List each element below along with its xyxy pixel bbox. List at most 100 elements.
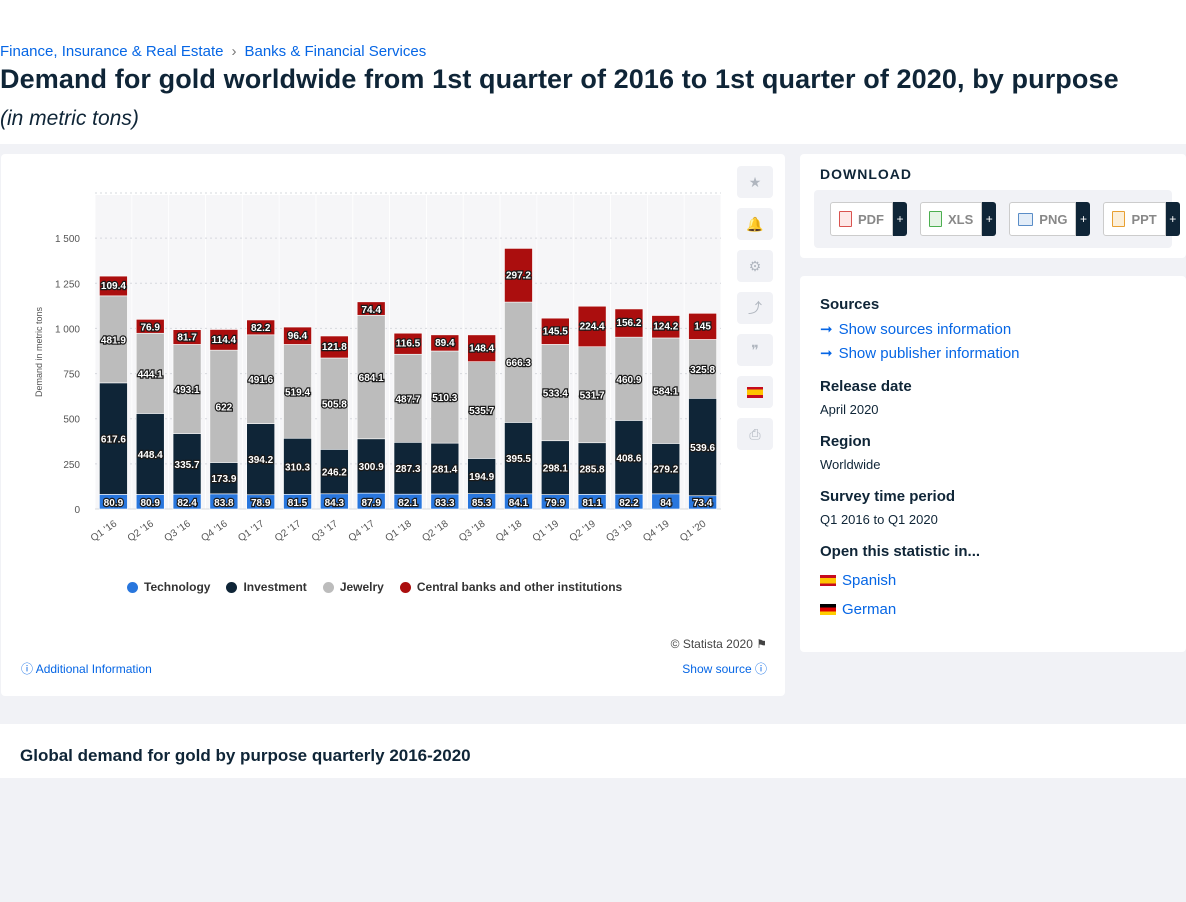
- y-tick-label: 1 500: [55, 234, 80, 245]
- bar-jewelry: [540, 344, 570, 442]
- bar-jewelry: [577, 346, 607, 444]
- download-png-button[interactable]: PNG +: [1009, 202, 1091, 236]
- data-label: 85.3: [472, 498, 492, 509]
- breadcrumb-item-banks[interactable]: Banks & Financial Services: [244, 43, 427, 60]
- legend-label: Technology: [144, 580, 211, 594]
- data-label: 80.9: [141, 498, 161, 509]
- bar-jewelry: [283, 344, 312, 439]
- data-label: 684.1: [359, 373, 384, 384]
- cite-quote-icon[interactable]: ❞: [737, 334, 773, 366]
- data-label: 408.6: [616, 453, 641, 464]
- legend-label: Jewelry: [339, 580, 384, 594]
- page-subtitle: (in metric tons): [0, 107, 139, 130]
- data-label: 82.2: [251, 323, 271, 334]
- download-xls-button[interactable]: XLS +: [920, 202, 997, 236]
- spanish-label: Spanish: [842, 572, 897, 589]
- xls-plus[interactable]: +: [982, 202, 997, 236]
- y-tick-label: 1 250: [55, 279, 80, 290]
- x-tick-label: Q2 '17: [273, 518, 304, 544]
- x-tick-label: Q1 '18: [384, 518, 415, 544]
- data-label: 281.4: [432, 465, 457, 476]
- bar-central: [172, 329, 202, 345]
- x-tick-label: Q1 '19: [531, 518, 562, 544]
- data-label: 279.2: [653, 465, 678, 476]
- xls-label: XLS: [948, 211, 974, 227]
- legend-item[interactable]: Central banks and other institutions: [399, 580, 622, 594]
- bar-investment: [577, 442, 607, 495]
- region-value: Worldwide: [820, 457, 881, 472]
- spanish-flag-icon[interactable]: [737, 376, 773, 408]
- data-label: 395.5: [506, 454, 531, 465]
- x-tick-label: Q2 '19: [568, 518, 599, 544]
- share-icon[interactable]: ⤴: [737, 292, 773, 324]
- legend-label: Investment: [243, 580, 307, 594]
- data-label: 145.5: [543, 326, 568, 337]
- notification-bell-icon[interactable]: 🔔: [737, 208, 773, 240]
- bar-investment: [320, 449, 349, 495]
- download-pdf-button[interactable]: PDF +: [830, 202, 907, 236]
- bar-investment: [209, 462, 239, 495]
- related-statistic-title[interactable]: Global demand for gold by purpose quarte…: [20, 746, 471, 765]
- bar-central: [283, 326, 312, 345]
- data-label: 80.9: [104, 498, 124, 509]
- bar-investment: [356, 438, 386, 494]
- show-source-label: Show source: [682, 662, 752, 676]
- data-label: 491.6: [248, 375, 273, 386]
- bar-central: [246, 319, 276, 336]
- data-label: 481.9: [101, 335, 126, 346]
- data-label: 493.1: [175, 385, 200, 396]
- bar-jewelry: [614, 336, 644, 421]
- data-label: 84: [660, 498, 672, 509]
- show-source-link[interactable]: Show source ⓘ: [682, 660, 767, 677]
- additional-info-link[interactable]: ⓘ Additional Information: [21, 660, 152, 677]
- flag-icon[interactable]: ⚑: [756, 637, 767, 651]
- data-label: 79.9: [546, 498, 566, 509]
- legend-item[interactable]: Investment: [226, 580, 307, 594]
- bar-investment: [283, 437, 312, 495]
- pdf-plus[interactable]: +: [893, 202, 907, 236]
- favorite-star-icon[interactable]: ★: [737, 166, 773, 198]
- ppt-plus[interactable]: +: [1165, 202, 1180, 236]
- legend-swatch: [322, 581, 334, 593]
- show-sources-label: Show sources information: [838, 320, 1012, 338]
- show-publisher-link[interactable]: ➞ Show publisher information: [820, 344, 1020, 363]
- top-bar: [0, 0, 1186, 24]
- pdf-label: PDF: [858, 211, 884, 227]
- open-in-german-link[interactable]: German: [820, 601, 896, 618]
- data-label: 622: [216, 402, 233, 413]
- bar-central: [135, 319, 165, 334]
- legend-swatch: [226, 581, 238, 593]
- data-label: 666.3: [506, 358, 531, 369]
- x-tick-label: Q1 '20: [678, 518, 709, 544]
- data-label: 533.4: [543, 389, 568, 400]
- data-label: 224.4: [580, 321, 605, 332]
- bar-jewelry: [99, 295, 128, 384]
- show-sources-link[interactable]: ➞ Show sources information: [820, 320, 1012, 339]
- data-label: 76.9: [141, 322, 161, 333]
- legend-item[interactable]: Jewelry: [322, 580, 384, 594]
- download-card: DOWNLOAD PDF + XLS + PNG + PPT +: [800, 154, 1186, 258]
- data-label: 298.1: [543, 464, 568, 475]
- survey-period-heading: Survey time period: [820, 488, 956, 505]
- breadcrumb-item-finance[interactable]: Finance, Insurance & Real Estate: [0, 43, 224, 60]
- bar-investment: [614, 420, 644, 495]
- legend-item[interactable]: Technology: [127, 580, 210, 594]
- data-label: 300.9: [359, 462, 384, 473]
- print-icon[interactable]: ⎙: [737, 418, 773, 450]
- download-ppt-button[interactable]: PPT +: [1103, 202, 1180, 236]
- data-label: 505.8: [322, 400, 347, 411]
- related-statistic-card: Global demand for gold by purpose quarte…: [0, 724, 1186, 778]
- settings-gear-icon[interactable]: ⚙: [737, 250, 773, 282]
- release-date-value: April 2020: [820, 402, 879, 417]
- bar-jewelry: [688, 339, 717, 399]
- data-label: 82.2: [619, 498, 639, 509]
- legend-swatch: [127, 581, 138, 593]
- png-plus[interactable]: +: [1076, 202, 1091, 236]
- open-in-spanish-link[interactable]: Spanish: [820, 572, 896, 589]
- data-label: 444.1: [138, 369, 163, 380]
- bar-central: [209, 329, 239, 351]
- ppt-file-icon: [1112, 211, 1126, 227]
- bar-central: [320, 335, 349, 359]
- data-label: 78.9: [251, 498, 271, 509]
- x-tick-label: Q2 '16: [126, 518, 157, 544]
